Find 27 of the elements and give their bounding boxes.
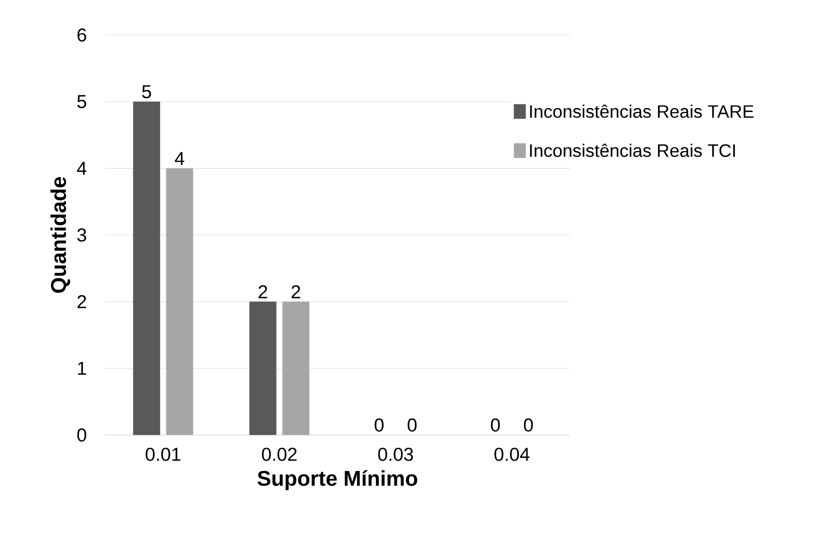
data-label: 2: [292, 285, 300, 298]
y-tick-label: 3: [77, 228, 86, 242]
y-tick-label: 4: [76, 162, 86, 175]
x-axis-title: Suporte Mínimo: [258, 470, 418, 490]
x-tick-label: 0.03: [378, 448, 413, 461]
legend-label: Inconsistências Reais TARE: [530, 104, 754, 118]
bar: [166, 168, 194, 435]
legend-label: Inconsistências Reais TCI: [530, 144, 735, 157]
y-tick-label: 0: [77, 428, 86, 442]
y-tick-label: 2: [78, 295, 86, 308]
data-label: 4: [174, 152, 184, 165]
x-tick-label: 0.04: [494, 448, 530, 461]
data-label: 0: [374, 418, 384, 432]
data-label: 0: [408, 418, 417, 432]
data-label: 2: [258, 285, 268, 298]
bar: [249, 302, 276, 435]
y-axis-title: Quantidade: [50, 177, 70, 293]
y-tick-label: 5: [77, 95, 86, 108]
y-tick-label: 1: [78, 362, 86, 375]
data-label: 5: [142, 85, 152, 98]
data-label: 0: [490, 418, 500, 432]
data-label: 0: [524, 418, 533, 432]
bar: [133, 102, 160, 435]
x-tick-label: 0.01: [146, 448, 180, 461]
bar: [282, 302, 310, 435]
x-tick-label: 0.02: [262, 448, 297, 461]
y-tick-label: 6: [78, 28, 86, 42]
